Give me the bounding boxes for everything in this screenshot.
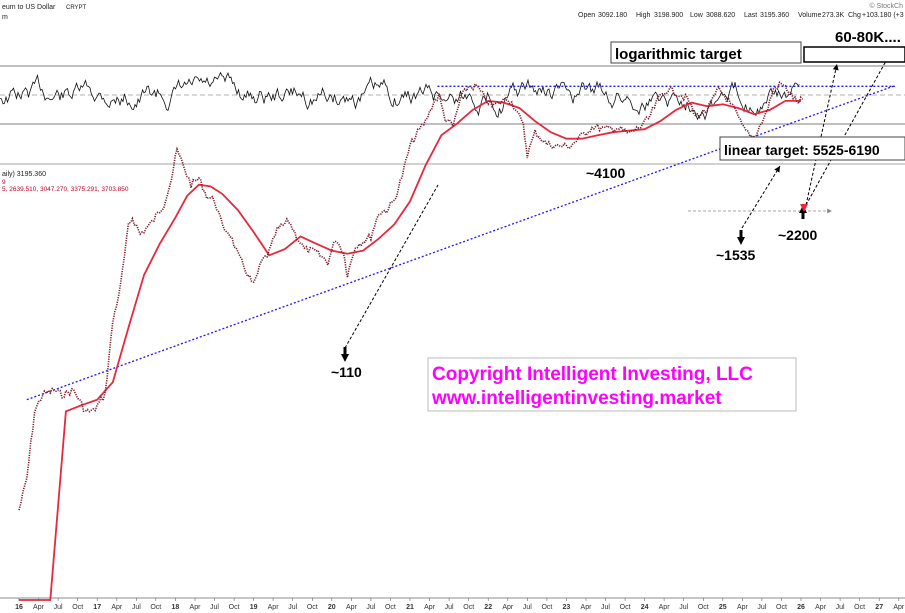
last-value: 3195.360	[760, 12, 789, 19]
x-tick-label: Jul	[366, 604, 375, 611]
x-tick-label: Apr	[424, 604, 436, 611]
level-2200-label: ~2200	[778, 227, 818, 243]
x-tick-label: Oct	[854, 604, 865, 611]
big-target-text: 60-80K....	[835, 29, 901, 46]
linear-target-box	[719, 136, 905, 161]
x-tick-label: Oct	[541, 604, 552, 611]
x-tick-label: 23	[563, 604, 571, 611]
ma-label-1: 9	[2, 179, 6, 186]
x-tick-label: Apr	[581, 604, 593, 611]
x-tick-label: 19	[250, 604, 258, 611]
price-label: aily) 3195.360	[2, 171, 46, 178]
x-tick-label: Apr	[33, 604, 45, 611]
chg-label: Chg	[848, 12, 861, 19]
copyright-line-2: www.intelligentinvesting.market	[431, 388, 722, 409]
x-tick-label: Oct	[385, 604, 396, 611]
x-tick-label: Apr	[268, 604, 280, 611]
log-target-box	[610, 41, 802, 64]
x-tick-label: Apr	[737, 604, 749, 611]
x-tick-label: Jul	[210, 604, 219, 611]
open-value: 3092.180	[598, 12, 627, 19]
level-110-label: ~110	[331, 364, 362, 380]
x-tick-label: Oct	[620, 604, 631, 611]
x-tick-label: 21	[406, 604, 414, 611]
volume-value: 273.3K	[822, 12, 845, 19]
low-label: Low	[690, 12, 704, 19]
low-value: 3088.620	[706, 12, 735, 19]
x-tick-label: 20	[328, 604, 336, 611]
x-tick-label: Oct	[72, 604, 83, 611]
x-tick-label: Jul	[288, 604, 297, 611]
x-tick-label: Oct	[776, 604, 787, 611]
x-tick-label: Oct	[229, 604, 240, 611]
chg-value: +103.180 (+3	[862, 12, 904, 19]
x-tick-label: 22	[484, 604, 492, 611]
copyright-line-1: Copyright Intelligent Investing, LLC	[432, 364, 753, 385]
x-tick-label: Jul	[836, 604, 845, 611]
level-4100-label: ~4100	[586, 165, 626, 181]
x-tick-label: Apr	[502, 604, 514, 611]
indicator-fragment-1: m	[2, 14, 8, 21]
brand-watermark: © StockCh	[869, 2, 903, 10]
arrow-up-2200-icon	[799, 205, 807, 219]
level-1535-label: ~1535	[716, 247, 756, 263]
x-tick-label: Jul	[523, 604, 532, 611]
x-tick-label: Jul	[132, 604, 141, 611]
oscillator-line	[0, 71, 800, 121]
x-tick-label: Oct	[698, 604, 709, 611]
x-tick-label: Apr	[893, 604, 905, 611]
x-tick-label: 16	[15, 604, 23, 611]
ma-values-label: 5, 2639.510, 3047.270, 3375.291, 3703.85…	[2, 186, 129, 193]
big-target-arrow	[805, 51, 892, 206]
x-tick-label: Apr	[346, 604, 358, 611]
high-label: High	[636, 12, 651, 19]
x-tick-label: Jul	[601, 604, 610, 611]
x-axis: 16 Apr Jul Oct 17 Apr Jul Oct 18 Apr Jul Oct 19 Apr Ju…	[15, 598, 905, 611]
x-tick-label: Oct	[150, 604, 161, 611]
x-tick-label: Apr	[190, 604, 202, 611]
log-target-arrow	[805, 63, 839, 206]
x-tick-label: Jul	[679, 604, 688, 611]
x-tick-label: Apr	[659, 604, 671, 611]
copyright-box	[427, 357, 797, 412]
arrow-up-1535-icon	[737, 230, 745, 245]
x-tick-label: Jul	[445, 604, 454, 611]
open-label: Open	[578, 12, 595, 19]
x-tick-label: Oct	[463, 604, 474, 611]
x-tick-label: Apr	[815, 604, 827, 611]
arrow-up-110-icon	[341, 347, 349, 362]
x-tick-label: Oct	[307, 604, 318, 611]
x-tick-label: 26	[797, 604, 805, 611]
chart-title: eum to US Dollar	[2, 4, 56, 11]
price-line	[18, 80, 804, 511]
high-value: 3198.900	[654, 12, 683, 19]
last-label: Last	[744, 12, 757, 19]
rally-projection-line	[344, 184, 439, 349]
exchange-label: CRYPT	[66, 5, 87, 11]
big-target-box	[803, 46, 905, 63]
linear-target-text: linear target: 5525-6190	[724, 142, 880, 158]
x-tick-label: 18	[172, 604, 180, 611]
x-tick-label: Jul	[54, 604, 63, 611]
x-tick-label: 25	[719, 604, 727, 611]
x-tick-label: 27	[875, 604, 883, 611]
linear-target-arrow	[741, 165, 781, 229]
moving-average-line	[19, 99, 801, 601]
x-tick-label: Jul	[757, 604, 766, 611]
x-tick-label: 17	[93, 604, 101, 611]
volume-label: Volume	[798, 12, 821, 19]
current-price-marker-icon	[800, 204, 808, 212]
x-tick-label: Apr	[111, 604, 123, 611]
x-tick-label: 24	[641, 604, 649, 611]
log-target-text: logarithmic target	[615, 46, 742, 63]
